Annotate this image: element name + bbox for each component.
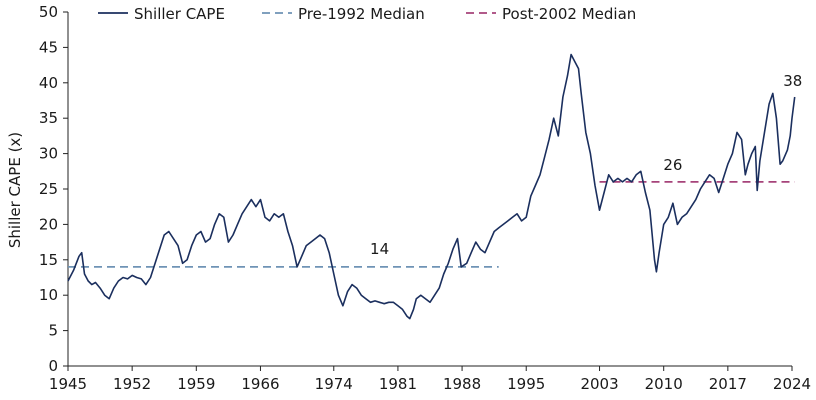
- legend-label: Pre-1992 Median: [298, 5, 425, 23]
- y-tick-label: 35: [39, 109, 58, 127]
- x-tick-label: 1981: [379, 375, 417, 393]
- y-tick-label: 10: [39, 286, 58, 304]
- y-tick-label: 20: [39, 215, 58, 233]
- x-tick-label: 1995: [507, 375, 545, 393]
- x-tick-label: 1988: [443, 375, 481, 393]
- y-tick-label: 50: [39, 3, 58, 21]
- y-tick-label: 5: [48, 322, 58, 340]
- y-tick-label: 25: [39, 180, 58, 198]
- y-tick-label: 40: [39, 74, 58, 92]
- annotations: 14 26 38: [370, 72, 802, 258]
- annotation-label: 38: [783, 72, 802, 90]
- x-tick-label: 1966: [241, 375, 279, 393]
- annotation-label: 26: [663, 156, 682, 174]
- x-tick-label: 2024: [773, 375, 811, 393]
- x-tick-label: 1959: [177, 375, 215, 393]
- legend-label: Shiller CAPE: [134, 5, 225, 23]
- series-layer: [67, 53, 796, 320]
- x-tick-label: 1945: [49, 375, 87, 393]
- x-tick-label: 1974: [315, 375, 353, 393]
- y-tick-label: 30: [39, 145, 58, 163]
- y-tick-label: 0: [48, 357, 58, 375]
- axes: 0 5 10 15 20 25 30 35 40 45 50 1945 1952 1959 1966 1974…: [39, 3, 811, 393]
- y-tick-label: 45: [39, 38, 58, 56]
- legend: Shiller CAPE Pre-1992 Median Post-2002 Med…: [98, 5, 636, 23]
- annotation-label: 14: [370, 240, 389, 258]
- legend-label: Post-2002 Median: [502, 5, 636, 23]
- y-axis-title: Shiller CAPE (x): [6, 132, 24, 248]
- y-axis-title-group: Shiller CAPE (x): [6, 132, 24, 248]
- x-tick-label: 2010: [645, 375, 683, 393]
- x-tick-label: 1952: [113, 375, 151, 393]
- x-tick-label: 2017: [709, 375, 747, 393]
- y-tick-label: 15: [39, 251, 58, 269]
- series-shiller-cape: [67, 53, 796, 320]
- x-tick-label: 2003: [580, 375, 618, 393]
